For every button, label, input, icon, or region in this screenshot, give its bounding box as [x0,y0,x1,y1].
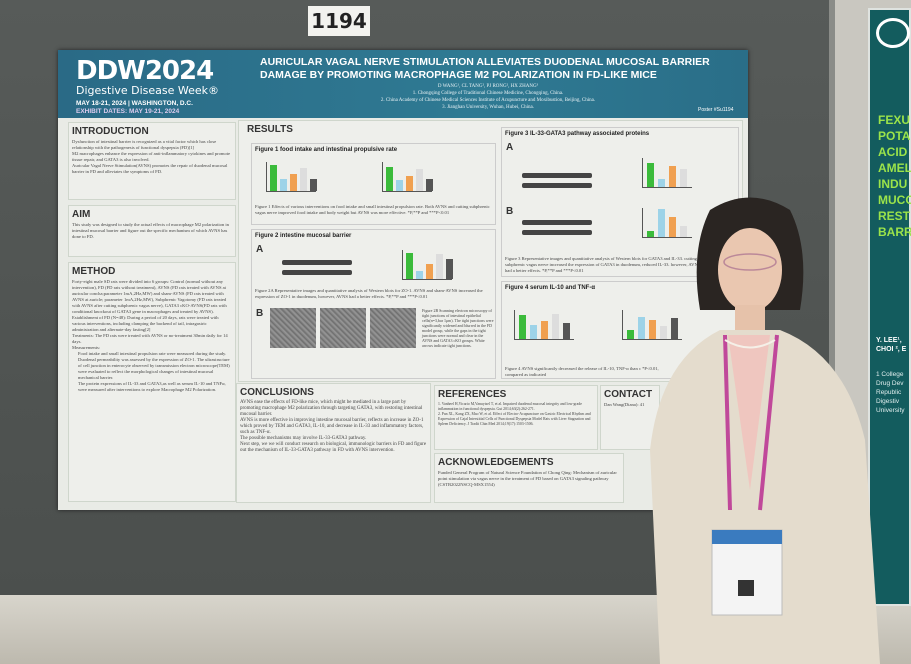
conclusions-section: CONCLUSIONS AVNS ease the effects of FD-… [236,383,431,503]
contact-text: Dan Wang(Diana): 41 [604,402,645,407]
section-heading: AIM [72,209,91,220]
research-poster: DDW2024 Digestive Disease Week® MAY 18-21,… [58,50,748,510]
list-item: 2. Pan XL, Kang ZX, Mao W, et al. Effect… [438,412,591,426]
figure-3: Figure 3 IL-33-GATA3 pathway associated … [501,127,739,277]
figure-caption: Figure 2A Representative images and quan… [255,288,483,299]
author-list: D WANG¹, CL TANG², PJ RONG², HX ZHANG³ [437,84,539,89]
figure-chart [622,310,682,340]
poster-authors: D WANG¹, CL TANG², PJ RONG², HX ZHANG³ 1… [278,83,698,111]
western-blot [522,183,592,188]
figure-caption: Figure 2B Scanning electron microscopy o… [422,308,494,348]
western-blot [282,270,352,275]
qr-code-icon [738,580,754,596]
list-item: M2 macrophages enhance the expression of… [72,151,231,162]
logo-text: DDW2024 [76,56,214,86]
panel-label: B [506,206,514,217]
introduction-section: INTRODUCTION Dysfunction of intestinal b… [68,122,236,200]
affiliation: 1. Chongqing College of Traditional Chin… [412,91,564,96]
figure-caption: Figure 3 Representative images and quant… [505,256,701,273]
poster-number: Poster #Su1194 [698,107,734,113]
list-item: AVNS ease the effects of FD-like mice, w… [240,400,423,417]
western-blot [522,230,592,235]
section-heading: CONTACT [604,389,653,400]
western-blot [522,220,592,225]
neighbor-logo [876,18,910,48]
list-item: 1. Vanheel H,Vicario M,Vanuytsel T, et a… [438,402,582,411]
logo-subtitle: Digestive Disease Week® [76,84,220,97]
neighbor-poster: FEXU POTA ACID AMEL INDU MUCO REST BARR … [868,8,911,606]
list-item: Measurements: [72,345,101,350]
section-heading: REFERENCES [438,389,507,400]
section-heading: RESULTS [247,124,293,135]
western-blot [522,173,592,178]
board-number-tag: 1194 [308,6,370,36]
list-item: Forty-eight male SD rats were divided in… [72,279,227,314]
method-section: METHOD Forty-eight male SD rats were div… [68,262,236,502]
figure-caption: Figure 1 Effects of various intervention… [255,204,490,215]
neighbor-poster-authors: Y. LEE¹, CHOI ², E [876,337,907,353]
figure-chart [642,158,692,188]
exhibit-dates: EXHIBIT DATES: MAY 19-21, 2024 [76,108,180,115]
aim-section: AIM This study was designed to study the… [68,205,236,257]
figure-caption: Figure 4 AVNS significantly decreased th… [505,366,659,377]
neighbor-poster-title: FEXU POTA ACID AMEL INDU MUCO REST BARR [878,113,911,239]
references-section: REFERENCES 1. Vanheel H,Vicario M,Vanuyt… [434,385,598,450]
list-item: The possible mechanisms may involve IL-3… [240,436,367,441]
list-item: AVNS is more effective in improving inte… [240,418,424,435]
results-section: RESULTS Figure 1 food intake and intesti… [238,120,743,382]
western-blot [282,260,352,265]
figure-4: Figure 4 serum IL-10 and TNF-α Figure 4 … [501,281,739,379]
panel-label: A [506,142,514,153]
list-item: Next step, we we will conduct research o… [240,442,427,453]
list-item: Auricular Vagal Nerve Stimulation(AVNS) … [72,163,228,174]
list-item: This study was designed to study the act… [72,222,229,239]
figure-title: Figure 4 serum IL-10 and TNF-α [505,285,596,291]
figure-chart [514,310,574,340]
poster-title: AURICULAR VAGAL NERVE STIMULATION ALLEVI… [260,56,710,81]
list-item: Food intake and small intestinal propuls… [78,351,227,356]
affiliation: 3. Jianghan University, Wuhan, Hubei, Ch… [442,105,534,110]
section-heading: METHOD [72,266,116,277]
acknowledgements-section: ACKNOWLEDGEMENTS Funded General Program … [434,453,624,503]
affiliation: 2. China Academy of Chinese Medical Scie… [380,98,596,103]
acknowledgements-text: Funded General Program of Natural Scienc… [438,470,617,487]
ddw-logo: DDW2024 Digestive Disease Week® MAY 18-21,… [76,56,219,115]
list-item: Duodenal permeability was assessed by th… [78,357,230,380]
figure-chart [382,162,433,192]
neighbor-poster-affiliations: 1 College Drug Dev Republic Digestiv Uni… [876,371,905,414]
glasses [723,253,777,271]
section-heading: ACKNOWLEDGEMENTS [438,457,554,468]
section-heading: INTRODUCTION [72,126,149,137]
figure-chart [266,162,317,192]
figure-2: Figure 2 intestine mucosal barrier A Fig… [251,229,496,379]
electron-micrograph [320,308,366,348]
poster-header: DDW2024 Digestive Disease Week® MAY 18-21,… [58,50,748,118]
presenter-person [650,197,880,664]
blouse [728,335,770,490]
electron-micrograph [270,308,316,348]
name-badge [711,529,783,616]
lanyard [723,334,779,511]
necklace [724,339,776,349]
blazer [650,330,880,664]
figure-chart [642,208,692,238]
panel-label: A [256,244,264,255]
figure-title: Figure 2 intestine mucosal barrier [255,233,352,239]
electron-micrograph [370,308,416,348]
list-item: Dysfunction of intestinal barrier is rec… [72,139,217,150]
figure-title: Figure 3 IL-33-GATA3 pathway associated … [505,131,650,137]
list-item: Treatments: The FD rats were treated wit… [72,333,228,344]
conference-dates: MAY 18-21, 2024 | WASHINGTON, D.C. [76,100,193,107]
panel-label: B [256,308,264,319]
figure-title: Figure 1 food intake and intestinal prop… [255,147,398,153]
list-item: Establishment of FD (N=48): During a per… [72,315,219,332]
figure-chart [402,250,453,280]
section-heading: CONCLUSIONS [240,387,314,398]
figure-1: Figure 1 food intake and intestinal prop… [251,143,496,225]
list-item: The protein expressions of IL-33 and GAT… [78,381,226,392]
